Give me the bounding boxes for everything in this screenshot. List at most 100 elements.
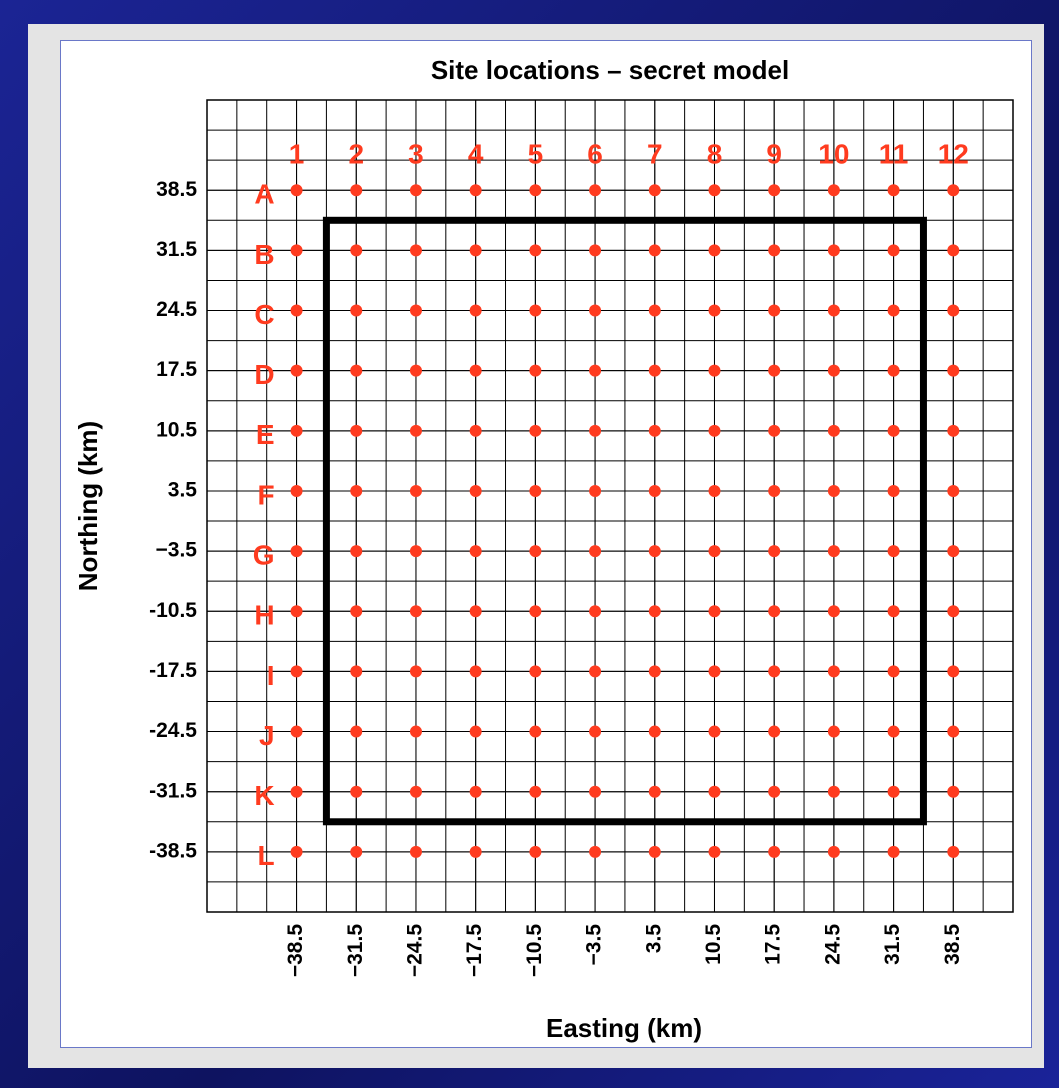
- column-label: 3: [408, 139, 424, 170]
- point: [350, 605, 363, 618]
- point: [708, 725, 721, 738]
- point: [529, 725, 542, 738]
- y-tick-label: −3.5: [156, 539, 198, 562]
- point: [589, 184, 602, 197]
- point: [469, 424, 482, 437]
- point: [469, 484, 482, 497]
- point: [648, 665, 661, 678]
- row-label: K: [254, 780, 274, 811]
- point: [947, 244, 960, 257]
- row-label: F: [257, 479, 274, 510]
- point: [708, 845, 721, 858]
- column-label: 6: [587, 139, 603, 170]
- point: [409, 304, 422, 317]
- panel: [60, 40, 1032, 1048]
- row-label: J: [259, 720, 275, 751]
- point: [708, 244, 721, 257]
- point: [589, 484, 602, 497]
- point: [350, 304, 363, 317]
- point: [947, 424, 960, 437]
- point: [469, 725, 482, 738]
- point: [887, 545, 900, 558]
- point: [768, 725, 781, 738]
- point: [768, 364, 781, 377]
- point: [708, 184, 721, 197]
- point: [529, 845, 542, 858]
- point: [589, 665, 602, 678]
- row-label: A: [254, 179, 274, 210]
- point: [648, 605, 661, 618]
- x-tick-label: 38.5: [941, 924, 964, 965]
- point: [768, 845, 781, 858]
- point: [708, 545, 721, 558]
- y-tick-label: 17.5: [156, 358, 197, 381]
- point: [589, 424, 602, 437]
- point: [708, 364, 721, 377]
- point: [708, 424, 721, 437]
- point: [469, 545, 482, 558]
- point: [768, 424, 781, 437]
- point: [827, 665, 840, 678]
- x-tick-label: 17.5: [762, 924, 785, 965]
- point: [469, 304, 482, 317]
- column-label: 2: [348, 139, 364, 170]
- point: [768, 785, 781, 798]
- point: [589, 605, 602, 618]
- point: [290, 364, 303, 377]
- point: [648, 184, 661, 197]
- y-tick-label: 3.5: [168, 479, 198, 502]
- row-label: I: [267, 660, 275, 691]
- y-axis-label: Northing (km): [73, 421, 103, 591]
- row-label: D: [254, 359, 274, 390]
- point: [947, 845, 960, 858]
- column-label: 12: [938, 139, 969, 170]
- point: [409, 785, 422, 798]
- x-tick-label: −38.5: [284, 924, 307, 977]
- point: [290, 725, 303, 738]
- point: [409, 484, 422, 497]
- point: [768, 545, 781, 558]
- plot-frame: [206, 99, 1014, 913]
- point: [589, 244, 602, 257]
- point: [827, 184, 840, 197]
- point: [350, 665, 363, 678]
- point: [947, 545, 960, 558]
- column-label: 4: [468, 139, 484, 170]
- point: [708, 484, 721, 497]
- point: [409, 725, 422, 738]
- row-label: G: [253, 540, 275, 571]
- point: [648, 364, 661, 377]
- x-tick-label: −24.5: [404, 924, 427, 977]
- point: [350, 545, 363, 558]
- column-label: 7: [647, 139, 663, 170]
- point: [409, 545, 422, 558]
- column-label: 9: [766, 139, 782, 170]
- point: [529, 785, 542, 798]
- y-tick-label: -24.5: [149, 719, 197, 742]
- point: [827, 244, 840, 257]
- y-tick-label: -10.5: [149, 599, 197, 622]
- point: [947, 304, 960, 317]
- point: [469, 184, 482, 197]
- point: [290, 605, 303, 618]
- point: [648, 545, 661, 558]
- point: [409, 845, 422, 858]
- point: [290, 845, 303, 858]
- x-tick-label: −31.5: [344, 924, 367, 977]
- point: [290, 545, 303, 558]
- point: [290, 424, 303, 437]
- box: [322, 216, 927, 826]
- row-label: E: [256, 419, 275, 450]
- point: [827, 424, 840, 437]
- point: [529, 665, 542, 678]
- point: [887, 605, 900, 618]
- point: [887, 184, 900, 197]
- column-label: 11: [879, 139, 909, 170]
- point: [350, 364, 363, 377]
- point: [768, 484, 781, 497]
- point: [290, 244, 303, 257]
- row-label: C: [254, 299, 274, 330]
- point: [290, 184, 303, 197]
- x-tick-label: 24.5: [821, 924, 844, 965]
